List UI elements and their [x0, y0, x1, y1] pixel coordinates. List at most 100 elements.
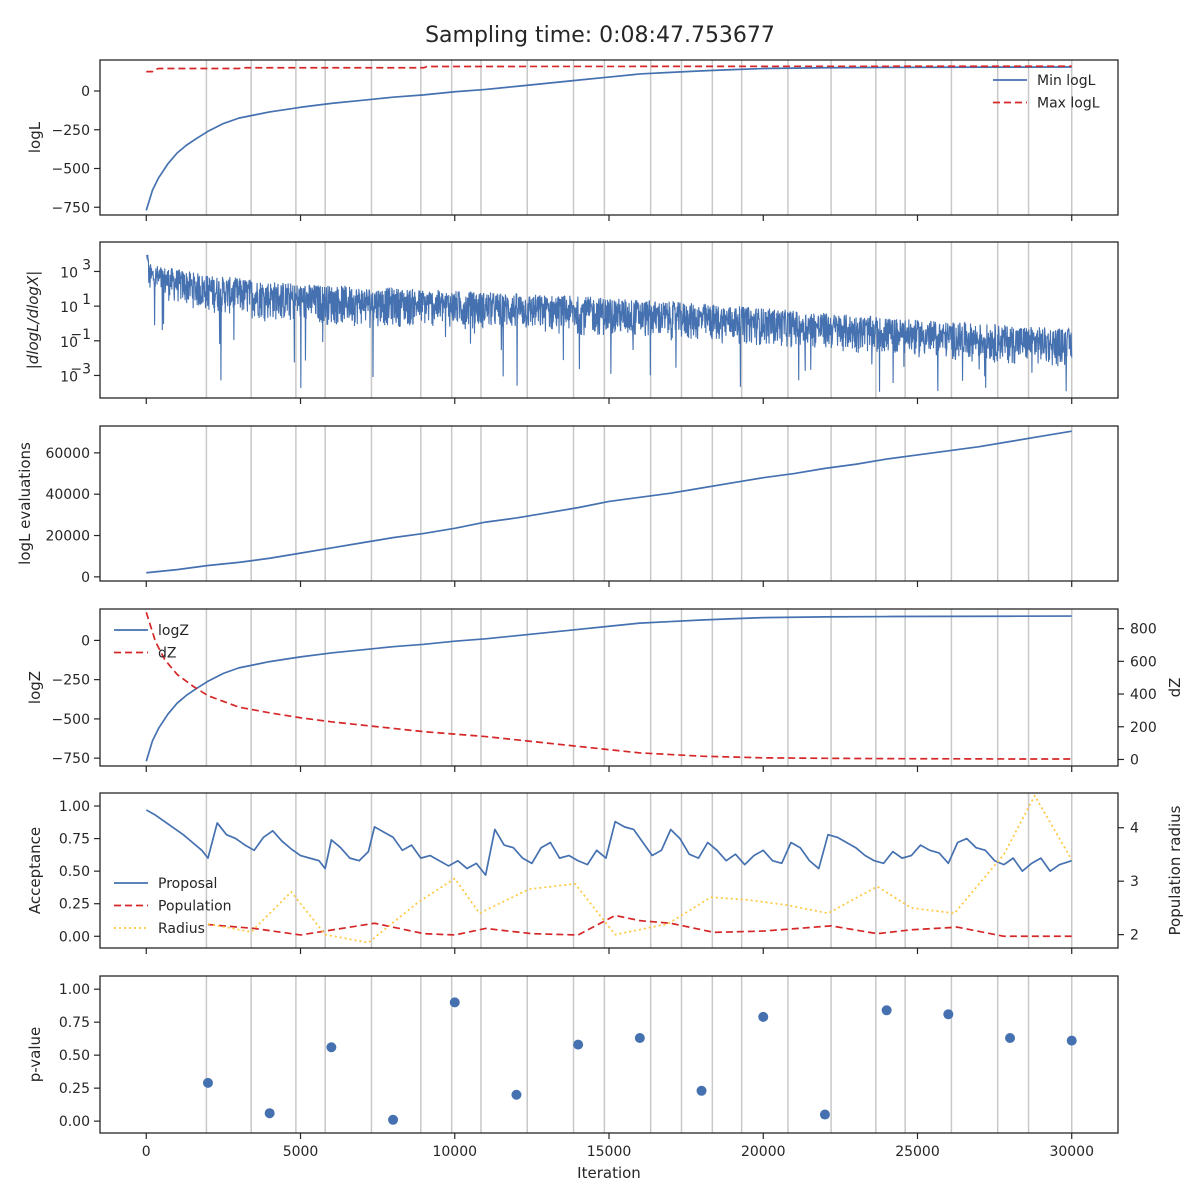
y-axis-label: logL	[26, 121, 44, 153]
x-tick-label: 30000	[1049, 1144, 1094, 1160]
y-tick-label: −750	[52, 200, 90, 216]
y-tick-exponent: 1	[82, 292, 91, 308]
y-tick-label-right: 3	[1130, 874, 1139, 890]
y-axis-label: logZ	[26, 671, 44, 704]
y-tick-label: 10	[60, 369, 78, 385]
y-tick-label: 0.50	[59, 1048, 90, 1064]
plot-area	[146, 430, 1072, 574]
y-tick-label: 20000	[45, 529, 90, 545]
x-tick-label: 25000	[895, 1144, 940, 1160]
data-point	[326, 1042, 337, 1053]
proposal-series-line	[145, 809, 1072, 876]
y-tick-label: 60000	[45, 446, 90, 462]
plot-area	[145, 254, 1073, 392]
y-tick-label: 40000	[45, 487, 90, 503]
data-point	[758, 1011, 769, 1022]
y-tick-label: 0.25	[59, 1081, 90, 1097]
legend: logZ dZ	[114, 623, 189, 662]
panel-1: 0 −250 −500 −750 logL Min logL Max logL	[26, 59, 1119, 221]
radius-series-line	[207, 794, 1073, 944]
x-axis-label: Iteration	[577, 1164, 641, 1182]
x-tick-label: 5000	[283, 1144, 319, 1160]
panel-3: 0 20000 40000 60000 logL evaluations	[16, 425, 1119, 587]
y-tick-label: 0.75	[59, 832, 90, 848]
legend-label: logZ	[158, 623, 189, 639]
y-tick-label: −500	[52, 162, 90, 178]
panel-5: 1.00 0.75 0.50 0.25 0.00 4 3 2 Acceptance Populat…	[26, 792, 1184, 954]
y-tick-label-right: 200	[1130, 720, 1157, 736]
y-tick-exponent: 3	[82, 257, 91, 273]
legend-label: Population	[158, 899, 232, 915]
panel-2: 10 310 110−110−3|dlogL/dlogX|	[24, 241, 1119, 404]
y-tick-label: 0.75	[59, 1015, 90, 1031]
legend-label: dZ	[158, 646, 176, 662]
data-point	[1066, 1035, 1077, 1046]
y-axis-label-right: dZ	[1166, 678, 1184, 698]
legend-label: Min logL	[1037, 73, 1096, 89]
data-point	[511, 1089, 522, 1100]
data-point	[696, 1085, 707, 1096]
y-tick-label: 0	[81, 84, 90, 100]
data-point	[881, 1005, 892, 1016]
figure-title: Sampling time: 0:08:47.753677	[425, 23, 775, 48]
plot-area	[145, 794, 1073, 944]
data-point	[634, 1033, 645, 1044]
data-point	[943, 1009, 954, 1020]
x-tick-label: 10000	[432, 1144, 477, 1160]
plot-area	[145, 65, 1072, 211]
derivative-series	[145, 254, 1073, 392]
y-tick-label: 1.00	[59, 799, 90, 815]
y-tick-label-right: 600	[1130, 654, 1157, 670]
y-tick-label: 10	[60, 335, 78, 351]
y-tick-label: 1.00	[59, 982, 90, 998]
x-tick-label: 0	[142, 1144, 151, 1160]
data-series-line	[146, 430, 1072, 574]
y-tick-label: −500	[52, 712, 90, 728]
population-series-line	[207, 914, 1072, 938]
y-axis-label: p-value	[26, 1027, 44, 1083]
y-tick-label: −250	[52, 673, 90, 689]
y-tick-label-right: 4	[1130, 821, 1139, 837]
axes-frame	[99, 792, 1119, 949]
max-logl-series-line	[146, 65, 1072, 73]
y-tick-label-right: 400	[1130, 687, 1157, 703]
y-tick-label: −750	[52, 751, 90, 767]
y-tick-label: 10	[60, 265, 78, 281]
legend-label: Max logL	[1037, 96, 1100, 112]
y-tick-label: 0.50	[59, 864, 90, 880]
legend-label: Radius	[158, 921, 205, 937]
y-tick-label: 0.00	[59, 1114, 90, 1130]
y-axis-label: Acceptance	[26, 827, 44, 914]
legend: Min logL Max logL	[993, 73, 1100, 112]
y-axis-label-right: Population radius	[1166, 805, 1184, 935]
y-tick-exponent: −1	[70, 327, 91, 343]
y-axis-label: |dlogL/dlogX|	[24, 271, 42, 370]
axes-frame	[99, 59, 1119, 216]
data-point	[573, 1039, 584, 1050]
data-point	[819, 1109, 830, 1120]
plot-area	[202, 997, 1077, 1125]
y-tick-label: 10	[60, 300, 78, 316]
data-point	[1005, 1033, 1016, 1044]
x-tick-label: 15000	[587, 1144, 632, 1160]
panel-4: 0 −250 −500 −750 800 600 400 200 0 logZ dZ logZ dZ	[26, 608, 1184, 772]
y-tick-label-right: 800	[1130, 622, 1157, 638]
axes-frame	[99, 608, 1119, 767]
legend-label: Proposal	[158, 876, 217, 892]
data-point	[202, 1077, 213, 1088]
axes-frame	[99, 975, 1119, 1134]
data-point	[449, 997, 460, 1008]
x-tick-label: 20000	[741, 1144, 786, 1160]
y-tick-label: −250	[52, 123, 90, 139]
y-tick-label: 0	[81, 633, 90, 649]
legend: Proposal Population Radius	[114, 876, 232, 937]
data-point	[388, 1114, 399, 1125]
data-point	[264, 1108, 275, 1119]
plot-area	[145, 612, 1072, 762]
y-tick-label: 0.00	[59, 929, 90, 945]
y-tick-label-right: 0	[1130, 752, 1139, 768]
panel-6: 0 5000 10000 15000 20000 25000 30000 1.00 0.75 0.…	[26, 975, 1119, 1182]
y-axis-label: logL evaluations	[16, 442, 34, 565]
y-tick-label-right: 2	[1130, 928, 1139, 944]
